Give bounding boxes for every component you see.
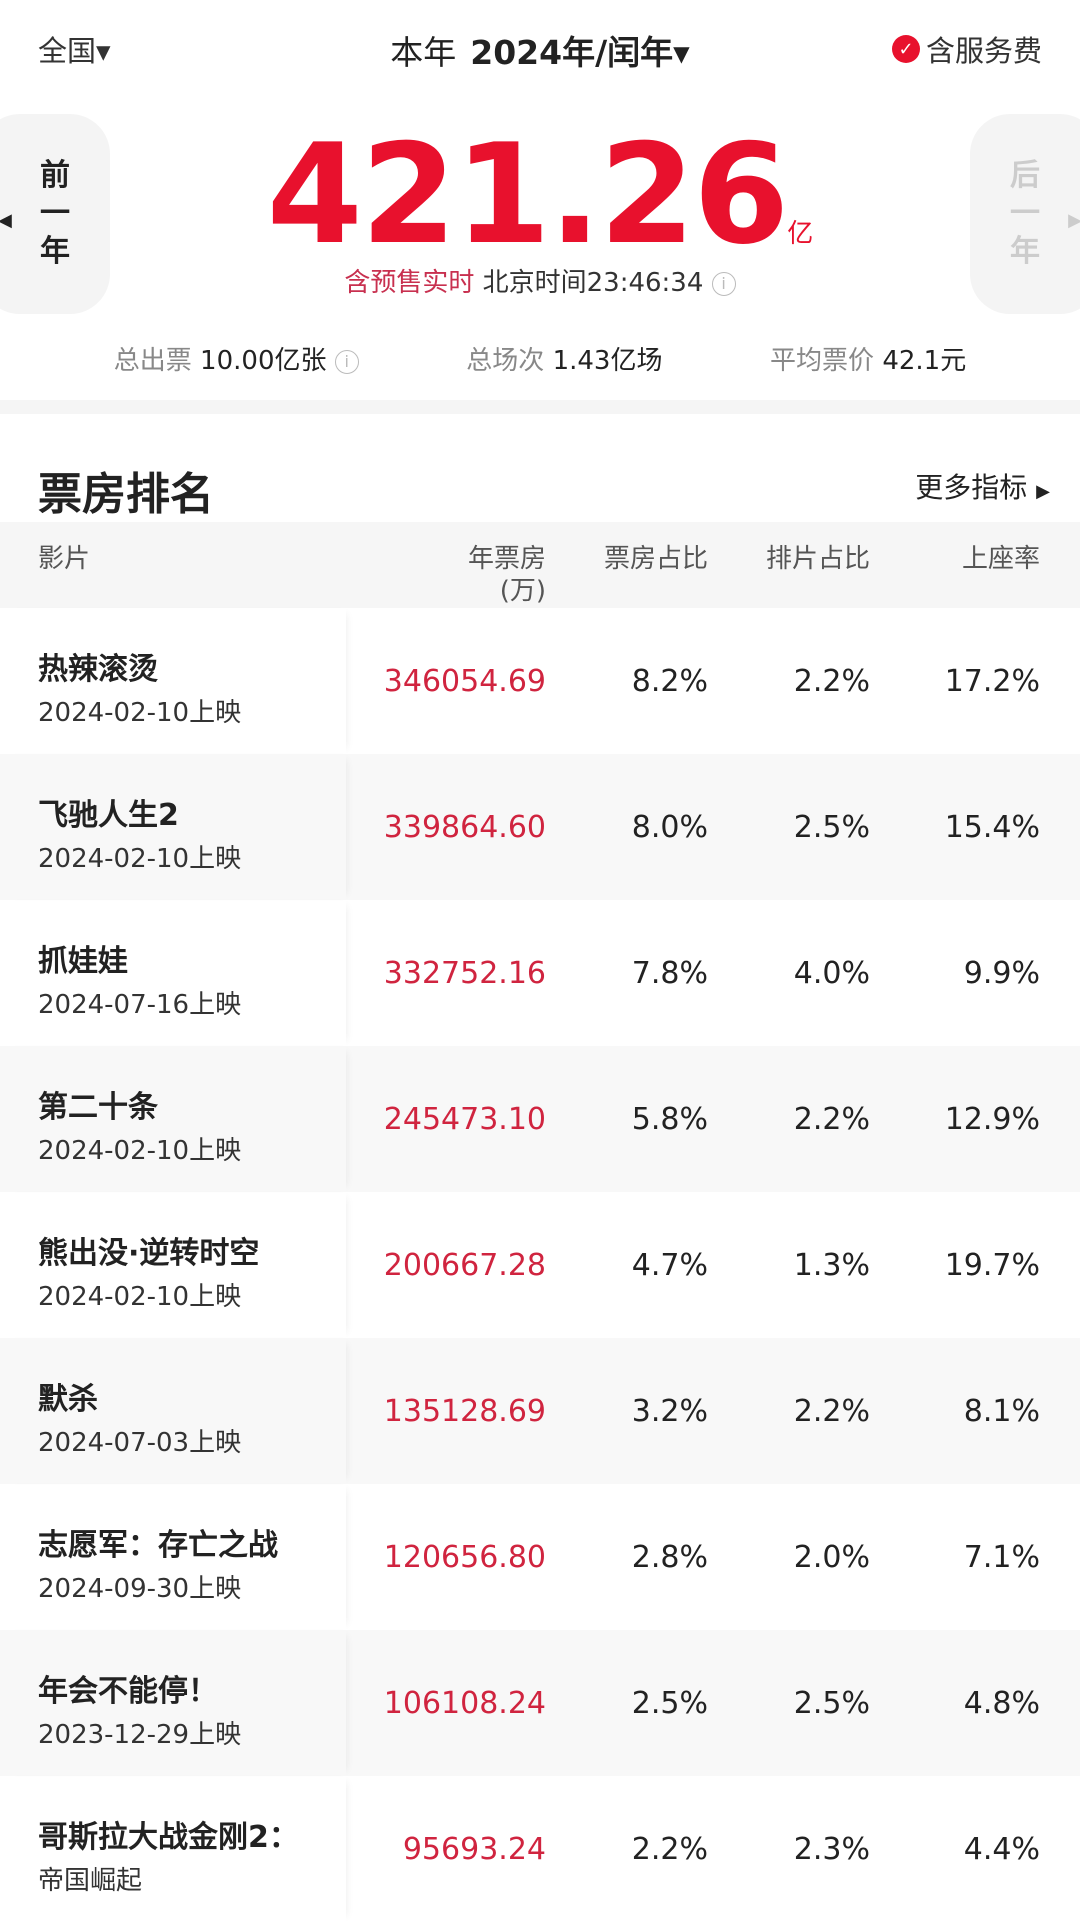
- service-fee-toggle[interactable]: ✓ 含服务费: [891, 28, 1042, 70]
- box-office: 135128.69: [383, 1394, 546, 1429]
- schedule-share: 2.2%: [793, 1394, 870, 1429]
- schedule-share: 2.5%: [793, 1686, 870, 1721]
- release-date: 2024-02-10上映: [38, 1282, 242, 1312]
- table-header: 影片 年票房 (万) 票房占比 排片占比 上座率: [0, 522, 1080, 608]
- col-film: 影片: [38, 544, 91, 574]
- film-title: 默杀: [38, 1382, 98, 1417]
- col-schedule[interactable]: 排片占比: [765, 544, 870, 574]
- table-row[interactable]: 熊出没·逆转时空 2024-02-10上映 200667.28 4.7% 1.3…: [0, 1192, 1080, 1338]
- info-icon[interactable]: i: [334, 349, 359, 374]
- info-icon[interactable]: i: [711, 271, 736, 296]
- ranking-table: 热辣滚烫 2024-02-10上映 346054.69 8.2% 2.2% 17…: [0, 608, 1080, 1922]
- occupancy: 7.1%: [963, 1540, 1040, 1575]
- schedule-share: 1.3%: [793, 1248, 870, 1283]
- occupancy: 19.7%: [944, 1248, 1040, 1283]
- more-metrics-button[interactable]: 更多指标 ▶: [915, 471, 1050, 504]
- caret-right-icon: ▶: [1036, 481, 1050, 502]
- caret-down-icon: ▾: [96, 34, 111, 68]
- film-title: 哥斯拉大战金刚2：: [38, 1820, 299, 1855]
- film-title: 志愿军：存亡之战: [38, 1528, 278, 1563]
- occupancy: 15.4%: [944, 810, 1040, 845]
- stat-shows: 总场次 1.43亿场: [466, 346, 663, 376]
- occupancy: 4.4%: [963, 1832, 1040, 1867]
- schedule-share: 2.5%: [793, 810, 870, 845]
- schedule-share: 2.2%: [793, 1102, 870, 1137]
- table-row[interactable]: 志愿军：存亡之战 2024-09-30上映 120656.80 2.8% 2.0…: [0, 1484, 1080, 1630]
- total-box-office: 421.26亿: [266, 114, 814, 275]
- film-title: 年会不能停！: [38, 1674, 218, 1709]
- release-date: 2024-07-16上映: [38, 990, 242, 1020]
- box-office: 120656.80: [383, 1540, 546, 1575]
- box-office-share: 3.2%: [631, 1394, 708, 1429]
- occupancy: 4.8%: [963, 1686, 1040, 1721]
- box-office: 245473.10: [383, 1102, 546, 1137]
- period-selector[interactable]: 本年 2024年/闰年▾: [390, 33, 690, 72]
- next-year-button[interactable]: ▶ 后一年: [970, 114, 1080, 314]
- table-row[interactable]: 飞驰人生2 2024-02-10上映 339864.60 8.0% 2.5% 1…: [0, 754, 1080, 900]
- film-title: 熊出没·逆转时空: [38, 1236, 260, 1271]
- box-office-share: 8.2%: [631, 664, 708, 699]
- table-row[interactable]: 默杀 2024-07-03上映 135128.69 3.2% 2.2% 8.1%: [0, 1338, 1080, 1484]
- arrow-right-icon: ▶: [1068, 210, 1080, 231]
- box-office-share: 2.2%: [631, 1832, 708, 1867]
- hero: ◀ 前一年 ▶ 后一年: [0, 96, 1080, 316]
- stat-avg-price: 平均票价 42.1元: [770, 346, 967, 376]
- occupancy: 9.9%: [963, 956, 1040, 991]
- divider: [0, 400, 1080, 414]
- table-row[interactable]: 抓娃娃 2024-07-16上映 332752.16 7.8% 4.0% 9.9…: [0, 900, 1080, 1046]
- schedule-share: 2.2%: [793, 664, 870, 699]
- box-office-share: 2.5%: [631, 1686, 708, 1721]
- box-office-share: 8.0%: [631, 810, 708, 845]
- table-row[interactable]: 热辣滚烫 2024-02-10上映 346054.69 8.2% 2.2% 17…: [0, 608, 1080, 754]
- box-office: 106108.24: [383, 1686, 546, 1721]
- region-selector[interactable]: 全国▾: [38, 34, 111, 68]
- release-date: 帝国崛起: [38, 1866, 143, 1896]
- box-office-share: 7.8%: [631, 956, 708, 991]
- check-icon: ✓: [891, 35, 920, 63]
- top-bar: 全国▾ 本年 2024年/闰年▾ ✓ 含服务费: [0, 0, 1080, 96]
- film-title: 第二十条: [38, 1090, 158, 1125]
- schedule-share: 4.0%: [793, 956, 870, 991]
- film-title: 飞驰人生2: [38, 798, 179, 833]
- film-title: 热辣滚烫: [38, 652, 158, 687]
- prev-year-button[interactable]: ◀ 前一年: [0, 114, 110, 314]
- release-date: 2024-02-10上映: [38, 1136, 242, 1166]
- col-share[interactable]: 票房占比: [603, 544, 708, 574]
- release-date: 2023-12-29上映: [38, 1720, 242, 1750]
- section-title: 票房排名: [38, 469, 214, 520]
- box-office: 200667.28: [383, 1248, 546, 1283]
- box-office: 346054.69: [383, 664, 546, 699]
- box-office: 339864.60: [383, 810, 546, 845]
- schedule-share: 2.0%: [793, 1540, 870, 1575]
- release-date: 2024-02-10上映: [38, 698, 242, 728]
- occupancy: 17.2%: [944, 664, 1040, 699]
- table-row[interactable]: 哥斯拉大战金刚2： 帝国崛起 95693.24 2.2% 2.3% 4.4%: [0, 1776, 1080, 1922]
- stats-row: 总出票 10.00亿张 i 总场次 1.43亿场 平均票价 42.1元: [0, 340, 1080, 377]
- arrow-left-icon: ◀: [0, 210, 12, 231]
- col-box-office-unit: (万): [499, 576, 546, 606]
- box-office: 332752.16: [383, 956, 546, 991]
- caret-down-icon: ▾: [673, 33, 690, 72]
- table-row[interactable]: 第二十条 2024-02-10上映 245473.10 5.8% 2.2% 12…: [0, 1046, 1080, 1192]
- release-date: 2024-09-30上映: [38, 1574, 242, 1604]
- occupancy: 8.1%: [963, 1394, 1040, 1429]
- box-office-share: 5.8%: [631, 1102, 708, 1137]
- occupancy: 12.9%: [944, 1102, 1040, 1137]
- col-box-office[interactable]: 年票房: [467, 544, 546, 574]
- schedule-share: 2.3%: [793, 1832, 870, 1867]
- box-office-share: 2.8%: [631, 1540, 708, 1575]
- release-date: 2024-07-03上映: [38, 1428, 242, 1458]
- stat-tickets: 总出票 10.00亿张 i: [114, 340, 359, 377]
- realtime-note: 含预售实时 北京时间23:46:34 i: [0, 262, 1080, 299]
- box-office-share: 4.7%: [631, 1248, 708, 1283]
- table-row[interactable]: 年会不能停！ 2023-12-29上映 106108.24 2.5% 2.5% …: [0, 1630, 1080, 1776]
- film-title: 抓娃娃: [38, 944, 128, 979]
- box-office: 95693.24: [402, 1832, 546, 1867]
- release-date: 2024-02-10上映: [38, 844, 242, 874]
- col-occupancy[interactable]: 上座率: [961, 544, 1040, 574]
